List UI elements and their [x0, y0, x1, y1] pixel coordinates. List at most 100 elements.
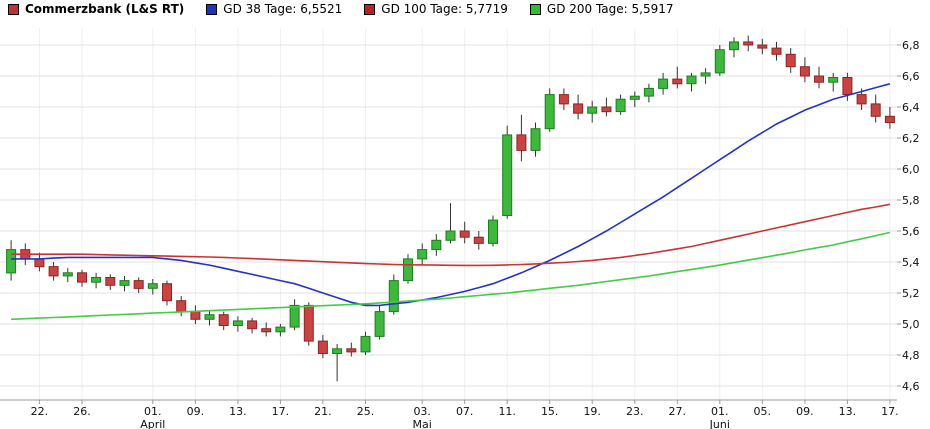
candle-up — [714, 49, 725, 74]
candle-up — [445, 230, 456, 241]
candle-up — [544, 94, 555, 130]
candle-up — [275, 326, 286, 333]
candle-up — [91, 277, 102, 283]
svg-text:4,8: 4,8 — [902, 349, 920, 362]
candle-up — [431, 239, 442, 251]
candle-down — [771, 47, 782, 55]
candle-up — [615, 98, 626, 113]
candle-down — [785, 53, 796, 68]
gridlines — [0, 28, 897, 400]
svg-text:21.: 21. — [314, 405, 332, 418]
candle-down — [884, 115, 895, 124]
gd100-label: GD 100 Tage: 5,7719 — [381, 2, 508, 16]
candles — [6, 35, 895, 382]
svg-text:09.: 09. — [796, 405, 814, 418]
candle-down — [77, 272, 87, 283]
candle-up — [828, 77, 839, 83]
candle-up — [360, 335, 371, 353]
svg-text:5,8: 5,8 — [902, 194, 920, 207]
svg-text:6,4: 6,4 — [902, 101, 920, 114]
candle-up — [119, 280, 130, 286]
candle-down — [133, 280, 144, 289]
ma-lines — [11, 83, 891, 321]
instrument-label: Commerzbank (L&S RT) — [25, 2, 185, 16]
gd38-line — [11, 83, 891, 307]
candle-up — [388, 280, 399, 313]
svg-text:05.: 05. — [754, 405, 772, 418]
candle-up — [643, 87, 654, 97]
svg-text:6,6: 6,6 — [902, 70, 920, 83]
instrument-swatch-icon — [8, 3, 19, 15]
svg-text:Juni: Juni — [709, 418, 730, 429]
gd200-swatch-icon — [529, 3, 541, 15]
gd100-swatch-icon — [364, 3, 376, 15]
legend: Commerzbank (L&S RT) GD 38 Tage: 6,5521 … — [8, 3, 674, 15]
candle-down — [218, 314, 229, 327]
candle-down — [757, 44, 768, 49]
x-axis: 22. 26. 01. 09. 13. 17. 21. 25. 03. 07. 11. 15. 19. 2… — [0, 399, 899, 429]
candle-down — [261, 328, 272, 333]
candle-down — [176, 300, 187, 313]
legend-item-gd100: GD 100 Tage: 5,7719 — [364, 3, 508, 15]
candle-down — [799, 66, 810, 77]
candle-up — [488, 219, 498, 244]
candle-down — [303, 304, 314, 342]
candle-up — [62, 272, 73, 277]
candle-up — [6, 249, 17, 274]
candle-down — [743, 41, 754, 46]
svg-text:09.: 09. — [187, 405, 205, 418]
svg-text:5,4: 5,4 — [902, 256, 920, 269]
candle-down — [601, 106, 612, 113]
candle-up — [530, 128, 541, 151]
candle-down — [870, 103, 881, 117]
candle-down — [190, 311, 201, 320]
gd200-label: GD 200 Tage: 5,5917 — [546, 2, 674, 16]
candle-down — [247, 320, 258, 330]
svg-text:5,2: 5,2 — [902, 287, 920, 300]
svg-text:13.: 13. — [229, 405, 247, 418]
svg-text:22.: 22. — [31, 405, 49, 418]
candle-down — [34, 258, 45, 268]
candle-down — [856, 94, 867, 105]
svg-text:13.: 13. — [839, 405, 857, 418]
candle-up — [147, 283, 158, 289]
candle-down — [317, 340, 328, 355]
svg-text:April: April — [140, 418, 165, 429]
svg-text:6,8: 6,8 — [902, 39, 920, 52]
svg-text:03.: 03. — [413, 405, 431, 418]
svg-text:17.: 17. — [881, 405, 899, 418]
legend-item-instrument: Commerzbank (L&S RT) — [8, 3, 184, 15]
svg-text:19.: 19. — [583, 405, 601, 418]
legend-item-gd200: GD 200 Tage: 5,5917 — [529, 2, 674, 16]
candle-up — [332, 348, 343, 354]
candle-up — [289, 304, 300, 328]
candle-up — [502, 134, 513, 216]
svg-text:26.: 26. — [73, 405, 91, 418]
svg-text:25.: 25. — [357, 405, 375, 418]
candle-up — [403, 258, 413, 282]
candle-up — [587, 106, 598, 114]
svg-text:11.: 11. — [498, 405, 516, 418]
candle-down — [558, 94, 569, 105]
svg-text:4,6: 4,6 — [902, 380, 920, 393]
svg-text:01.: 01. — [711, 405, 729, 418]
svg-text:01.: 01. — [144, 405, 162, 418]
candle-up — [700, 72, 711, 77]
svg-text:5,0: 5,0 — [902, 318, 920, 331]
gd38-label: GD 38 Tage: 6,5521 — [223, 2, 343, 16]
candle-down — [473, 236, 484, 244]
candle-down — [573, 103, 584, 114]
gd200-line — [11, 231, 891, 321]
svg-text:07.: 07. — [456, 405, 474, 418]
candle-up — [729, 41, 739, 51]
candle-down — [105, 277, 116, 286]
svg-text:15.: 15. — [541, 405, 559, 418]
candle-up — [658, 78, 669, 89]
candle-down — [814, 75, 824, 83]
candle-down — [672, 78, 683, 85]
legend-item-gd38: GD 38 Tage: 6,5521 — [206, 3, 342, 15]
candle-down — [48, 266, 59, 277]
gd100-line — [11, 203, 891, 267]
